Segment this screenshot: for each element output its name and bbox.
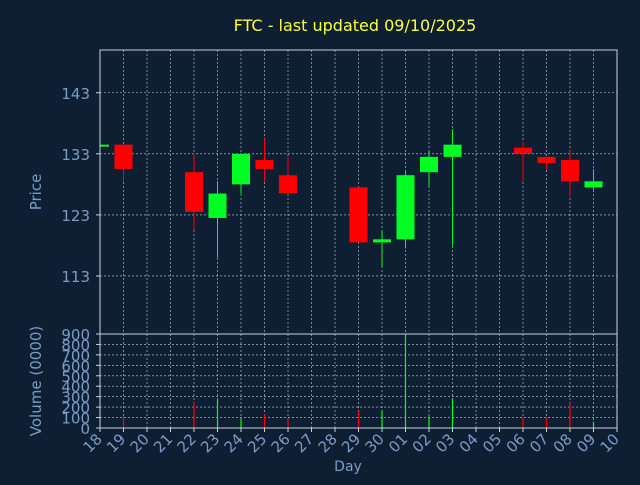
candle-body — [232, 153, 250, 185]
price-y-tick-label: 133 — [61, 146, 90, 164]
x-tick-label: 07 — [526, 430, 552, 456]
x-tick-label: 08 — [550, 430, 576, 456]
candle-body — [114, 144, 133, 170]
x-tick-label: 01 — [385, 430, 411, 456]
volume-y-tick-label: 600 — [61, 357, 90, 375]
x-tick-label: 22 — [174, 430, 200, 456]
x-tick-label: 29 — [338, 430, 364, 456]
x-tick-label: 26 — [268, 430, 294, 456]
candle-body — [514, 147, 532, 154]
volume-y-tick-label: 400 — [61, 378, 90, 396]
volume-y-tick-label: 700 — [61, 347, 90, 365]
candle-body — [100, 144, 109, 147]
candle-body — [208, 193, 227, 218]
candle-body — [373, 239, 391, 243]
candle-body — [561, 159, 579, 182]
volume-y-tick-label: 200 — [61, 399, 90, 417]
x-tick-label: 09 — [573, 430, 599, 456]
candle-body — [396, 175, 415, 240]
price-candles — [100, 129, 603, 267]
x-tick-label: 04 — [456, 430, 482, 456]
x-tick-label: 05 — [479, 430, 505, 456]
price-y-tick-labels: 113 123 133 143 — [61, 85, 100, 286]
price-y-tick-label: 113 — [61, 268, 90, 286]
candle-body — [443, 144, 462, 157]
volume-y-tick-label: 500 — [61, 368, 90, 386]
candle-body — [537, 156, 556, 163]
candle-body — [420, 156, 438, 173]
volume-y-tick-label: 100 — [61, 410, 90, 428]
x-tick-label: 30 — [362, 430, 388, 456]
candle-body — [185, 172, 203, 212]
x-tick-label: 24 — [221, 430, 247, 456]
x-tick-label: 28 — [315, 430, 341, 456]
x-tick-label: 19 — [103, 430, 129, 456]
candle-body — [349, 187, 368, 243]
x-tick-labels: 1819202122232425262728293001020304050607… — [80, 428, 623, 456]
candle-body — [584, 181, 603, 188]
x-tick-label: 25 — [244, 430, 270, 456]
volume-bars — [122, 334, 595, 428]
x-axis-label: Day — [334, 459, 362, 475]
x-tick-label: 06 — [503, 430, 529, 456]
x-tick-label: 10 — [597, 430, 623, 456]
x-tick-label: 02 — [409, 430, 435, 456]
volume-axis-label: Volume (0000) — [27, 326, 45, 436]
volume-y-tick-label: 900 — [61, 326, 90, 344]
x-tick-label: 27 — [291, 430, 317, 456]
price-y-tick-label: 123 — [61, 207, 90, 225]
x-tick-label: 21 — [150, 430, 176, 456]
price-y-tick-label: 143 — [61, 85, 90, 103]
x-tick-label: 20 — [127, 430, 153, 456]
x-tick-label: 23 — [197, 430, 223, 456]
volume-y-tick-label: 0 — [80, 420, 90, 438]
volume-y-tick-label: 300 — [61, 389, 90, 407]
candle-body — [279, 175, 297, 194]
candle-body — [255, 159, 274, 170]
x-tick-label: 03 — [432, 430, 458, 456]
price-axis-label: Price — [27, 174, 45, 211]
volume-y-tick-label: 800 — [61, 336, 90, 354]
chart-title: FTC - last updated 09/10/2025 — [234, 16, 477, 35]
